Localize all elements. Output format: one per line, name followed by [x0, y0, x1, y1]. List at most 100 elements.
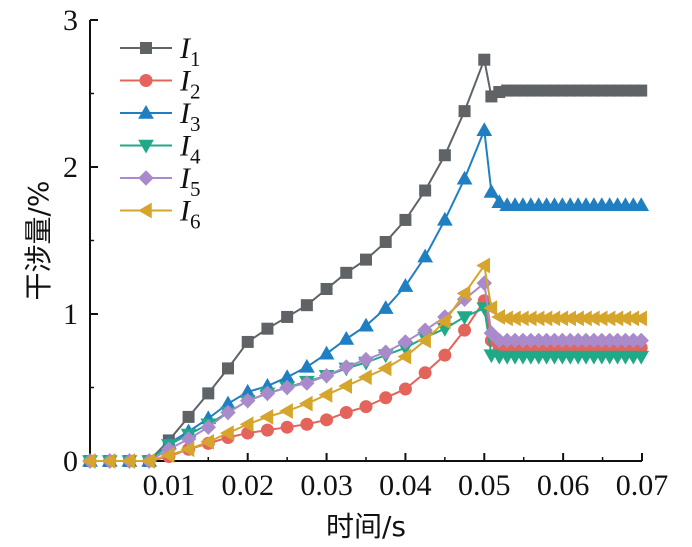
legend-item-1: I1	[120, 32, 201, 71]
legend-label-name: I	[179, 162, 192, 195]
data-point	[101, 453, 116, 469]
data-point	[320, 413, 334, 427]
data-point	[483, 183, 500, 198]
data-point	[261, 322, 274, 335]
legend-label-name: I	[179, 97, 192, 130]
legend-label: I4	[179, 130, 201, 169]
data-point	[357, 369, 372, 386]
data-point	[318, 386, 333, 403]
legend-label: I2	[179, 65, 201, 104]
data-point	[633, 332, 649, 349]
data-point	[360, 253, 372, 266]
legend-marker	[137, 202, 152, 219]
data-point	[81, 453, 96, 469]
y-tick-label: 1	[63, 298, 78, 331]
legend-label-subscript: 6	[190, 210, 201, 234]
data-point	[300, 299, 313, 312]
data-point	[338, 378, 353, 394]
legend-label-name: I	[179, 195, 192, 228]
data-point	[200, 419, 216, 435]
data-point	[299, 375, 315, 391]
legend-item-6: I6	[120, 195, 201, 234]
legend-item-2: I2	[120, 65, 201, 104]
y-tick-label: 0	[63, 445, 78, 478]
data-point	[279, 379, 295, 396]
legend-label: I1	[179, 32, 201, 71]
data-point	[491, 194, 508, 209]
x-tick-label: 0.03	[300, 469, 353, 502]
data-point	[339, 405, 353, 419]
data-point	[476, 257, 491, 274]
data-point	[379, 391, 393, 405]
data-point	[398, 382, 412, 396]
data-point	[279, 403, 293, 419]
data-point	[340, 266, 353, 279]
data-point	[635, 84, 648, 97]
data-point	[141, 453, 155, 469]
data-point	[483, 300, 498, 316]
data-point	[182, 410, 195, 423]
data-point	[202, 387, 215, 400]
data-point	[419, 184, 432, 197]
x-axis-ticks: 0.01 0.02 0.03 0.04 0.05 0.06 0.07	[128, 453, 668, 502]
data-point	[298, 395, 313, 412]
legend-label-name: I	[179, 130, 192, 163]
data-point	[358, 351, 374, 368]
data-point	[397, 278, 414, 292]
legend-label: I6	[179, 195, 201, 234]
data-point	[222, 362, 234, 375]
data-point	[458, 323, 472, 337]
legend-marker	[138, 104, 154, 119]
legend-marker	[138, 170, 154, 186]
data-point	[259, 385, 276, 402]
data-point	[180, 441, 195, 458]
data-point	[476, 122, 493, 136]
data-point	[358, 317, 374, 332]
data-point	[280, 420, 294, 434]
data-point	[320, 283, 333, 296]
data-point	[377, 360, 392, 377]
data-point	[456, 170, 473, 185]
legend-marker	[140, 42, 152, 54]
data-point	[418, 366, 432, 380]
data-point	[338, 359, 354, 375]
legend-item-5: I5	[120, 162, 201, 201]
y-axis-title: 干涉量/%	[22, 180, 55, 300]
legend-label-subscript: 4	[190, 145, 201, 169]
legend-label: I3	[179, 97, 201, 136]
data-point	[633, 197, 650, 211]
data-point	[338, 330, 355, 345]
data-point	[456, 311, 473, 325]
data-point	[483, 325, 500, 341]
legend-marker	[138, 139, 154, 154]
data-point	[397, 348, 412, 365]
data-point	[259, 409, 274, 425]
data-point	[378, 344, 394, 360]
legend-item-4: I4	[120, 130, 201, 169]
data-point	[318, 345, 335, 360]
series-3	[82, 122, 650, 467]
data-point	[633, 310, 647, 327]
data-point	[438, 348, 452, 362]
data-point	[379, 235, 392, 248]
data-point	[359, 400, 373, 414]
data-point	[260, 423, 274, 437]
data-point	[377, 300, 394, 314]
data-point	[436, 313, 451, 330]
data-point	[220, 404, 236, 421]
legend-label-subscript: 5	[190, 177, 201, 201]
data-point	[438, 149, 451, 162]
x-axis-title: 时间/s	[326, 510, 406, 543]
legend-label-name: I	[179, 32, 192, 65]
data-point	[318, 368, 335, 384]
data-point	[200, 434, 215, 450]
data-point	[240, 393, 256, 409]
legend-label-subscript: 3	[190, 112, 201, 136]
data-point	[281, 310, 294, 323]
data-point	[239, 416, 254, 433]
legend-label-name: I	[179, 65, 192, 98]
y-tick-label: 3	[63, 4, 78, 37]
data-point	[160, 447, 175, 463]
